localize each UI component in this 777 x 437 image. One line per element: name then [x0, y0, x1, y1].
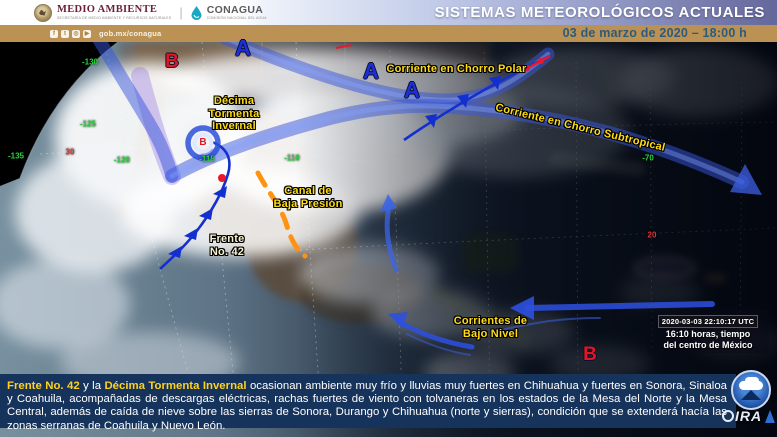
label-front-42: Frente No. 42	[209, 233, 245, 258]
local-time-line2: del centro de México	[663, 339, 753, 350]
instagram-icon: ◎	[72, 29, 80, 38]
high-pressure-symbol: A	[404, 77, 420, 103]
cira-logo: IRA	[722, 408, 776, 424]
low-pressure-symbol: B	[165, 50, 179, 72]
semarnat-subtitle: SECRETARÍA DE MEDIO AMBIENTE Y RECURSOS …	[57, 15, 172, 20]
space-limb	[0, 42, 118, 186]
youtube-icon: ▶	[83, 29, 91, 38]
local-time-line1: 16:10 horas, tiempo	[665, 329, 751, 339]
conagua-subtitle: COMISIÓN NACIONAL DEL AGUA	[206, 15, 267, 20]
semarnat-logo: MEDIO AMBIENTE	[57, 4, 158, 15]
label-low-channel: Canal de Baja Presión	[273, 185, 343, 210]
graticule-label: -120	[113, 155, 131, 165]
satellite-map: Corriente en Chorro Polar Corriente en C…	[0, 36, 777, 437]
cold-front-east	[335, 44, 551, 142]
cold-front-42	[159, 140, 231, 270]
cira-c-glyph	[722, 410, 734, 422]
graticule-label: 20	[647, 230, 657, 240]
low-pressure-symbol: B	[199, 136, 207, 148]
social-icons: f t ◎ ▶	[50, 29, 91, 38]
facebook-icon: f	[50, 29, 58, 38]
forecast-text-panel: Frente No. 42 y la Décima Tormenta Inver…	[0, 374, 736, 432]
conagua-drop-icon	[191, 5, 202, 20]
low-pressure-channel-line	[255, 170, 308, 259]
social-url: gob.mx/conagua	[99, 29, 162, 38]
winter-storm-symbol	[185, 125, 221, 161]
header-bar: MEDIO AMBIENTE SECRETARÍA DE MEDIO AMBIE…	[0, 0, 777, 25]
gold-bar	[0, 25, 777, 42]
graticule-label: 30	[65, 147, 75, 157]
government-seal-icon	[34, 3, 52, 22]
graticule-label: -130	[81, 57, 99, 67]
social-strip: f t ◎ ▶ gob.mx/conagua	[50, 25, 161, 42]
cira-sail-icon	[765, 409, 776, 423]
satellite-art	[0, 42, 777, 437]
high-pressure-symbol: A	[363, 58, 379, 84]
jet-streams	[92, 42, 762, 195]
subtropical-jet-arrowhead	[730, 164, 762, 195]
label-winter-storm: Décima Tormenta Invernal	[208, 95, 260, 132]
smn-logo	[731, 370, 771, 410]
brand-divider: |	[179, 5, 183, 20]
cira-letters: IRA	[735, 408, 763, 424]
graticule-label: -115	[199, 154, 215, 164]
forecast-text: Frente No. 42 y la Décima Tormenta Inver…	[7, 380, 727, 432]
page-title: SISTEMAS METEOROLÓGICOS ACTUALES	[434, 4, 765, 21]
utc-timestamp: 2020-03-03 22:10:17 UTC	[657, 315, 759, 328]
graticule-label: -135	[7, 151, 25, 161]
low-level-arrows	[380, 194, 715, 356]
conagua-logo: CONAGUA	[206, 4, 264, 16]
graticule-label: -125	[79, 119, 97, 129]
brand-block: MEDIO AMBIENTE SECRETARÍA DE MEDIO AMBIE…	[0, 0, 267, 25]
low-pressure-symbol: B	[583, 343, 597, 365]
twitter-icon: t	[61, 29, 69, 38]
label-low-level-currents: Corrientes de Bajo Nivel	[453, 315, 528, 340]
graticule-label: -110	[284, 153, 300, 163]
date-label: 03 de marzo de 2020 – 18:00 h	[562, 26, 747, 40]
label-polar-jet: Corriente en Chorro Polar	[386, 63, 527, 75]
high-pressure-symbol: A	[235, 35, 251, 61]
timestamp-box: 2020-03-03 22:10:17 UTC 16:10 horas, tie…	[647, 309, 769, 353]
graticule-label: -70	[642, 153, 654, 163]
warm-point	[218, 174, 226, 182]
